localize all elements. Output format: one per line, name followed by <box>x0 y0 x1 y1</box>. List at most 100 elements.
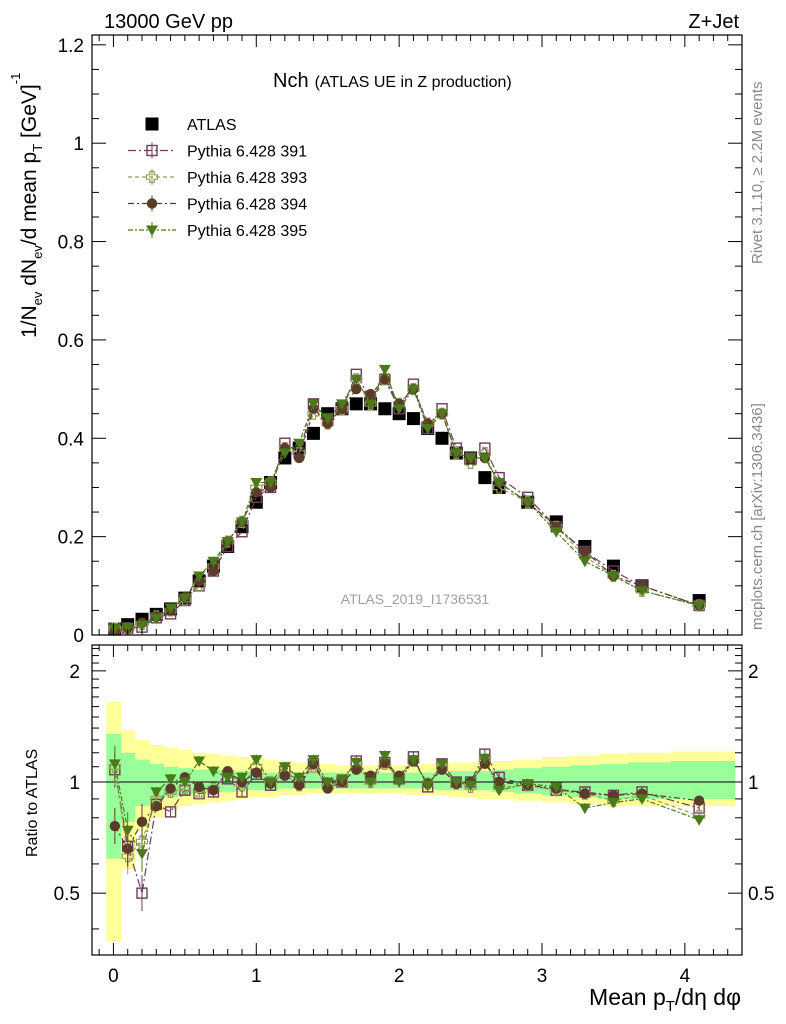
x-axis-label: Mean pT/dη dφ <box>589 984 741 1015</box>
x-label-part: T <box>666 998 675 1015</box>
main-y-tick-label: 1 <box>73 134 84 155</box>
main-line-pythia-6-428-394 <box>114 378 700 632</box>
x-label-part: Mean p <box>589 984 666 1010</box>
ratio-line-pythia-6-428-394 <box>114 760 700 850</box>
ratio-point-pythia-6-428-395 <box>136 849 148 860</box>
ratio-point-pythia-6-428-395 <box>407 755 420 766</box>
x-tick-label: 2 <box>394 966 405 987</box>
main-point-pythia-6-428-395 <box>207 556 220 568</box>
main-point-pythia-6-428-395 <box>307 399 320 410</box>
main-point-pythia-6-428-395 <box>421 423 434 435</box>
x-tick-label: 0 <box>108 966 119 987</box>
ratio-point-pythia-6-428-395 <box>493 785 506 797</box>
ratio-point-pythia-6-428-393 <box>135 835 149 848</box>
ratio-point-pythia-6-428-395 <box>607 798 620 809</box>
ratio-point-pythia-6-428-393 <box>178 782 191 795</box>
x-tick-label: 1 <box>251 966 262 987</box>
ratio-point-pythia-6-428-395 <box>307 755 320 766</box>
main-point-pythia-6-428-394 <box>293 452 305 464</box>
band-inner-bin <box>477 771 493 791</box>
ratio-point-pythia-6-428-395 <box>393 777 406 789</box>
main-point-pythia-6-428-395 <box>378 364 391 376</box>
main-point-pythia-6-428-395 <box>108 624 121 635</box>
ratio-y-tick-label-left: 0.5 <box>54 884 80 905</box>
main-point-pythia-6-428-395 <box>578 556 591 568</box>
main-point-pythia-6-428-395 <box>264 478 277 489</box>
main-point-pythia-6-428-395 <box>164 603 177 614</box>
main-y-tick-label: 0.4 <box>58 429 85 450</box>
ratio-y-tick-label-left: 2 <box>69 662 80 683</box>
ratio-line-pythia-6-428-395 <box>114 754 700 856</box>
main-point-pythia-6-428-394 <box>251 487 262 498</box>
main-y-label-part: dN <box>18 259 41 292</box>
main-point-pythia-6-428-395 <box>121 623 134 634</box>
main-point-pythia-6-428-395 <box>350 374 363 386</box>
main-point-pythia-6-428-395 <box>321 414 334 425</box>
main-point-pythia-6-428-395 <box>236 517 248 528</box>
ratio-point-pythia-6-428-395 <box>521 779 534 790</box>
main-point-pythia-6-428-394 <box>579 546 591 557</box>
main-point-pythia-6-428-395 <box>393 404 406 415</box>
ratio-point-pythia-6-428-395 <box>264 777 277 789</box>
ratio-point-pythia-6-428-394 <box>579 788 591 799</box>
ratio-point-pythia-6-428-395 <box>436 759 448 770</box>
ratio-point-pythia-6-428-395 <box>193 756 206 767</box>
main-point-pythia-6-428-395 <box>221 537 234 548</box>
main-point-pythia-6-428-395 <box>436 409 448 420</box>
main-y-label-part: 1/N <box>18 305 41 338</box>
legend-label-pythia-6-428-391: Pythia 6.428 391 <box>187 144 307 161</box>
legend-marker-pythia-6-428-394 <box>146 198 158 209</box>
band-inner-bin <box>377 772 393 789</box>
ratio-point-pythia-6-428-394 <box>208 785 219 796</box>
ratio-panel-frame <box>91 644 743 956</box>
ratio-y-axis-label: Ratio to ATLAS <box>24 749 41 857</box>
main-point-pythia-6-428-395 <box>478 453 491 464</box>
main-y-tick-label: 0.6 <box>58 331 84 352</box>
legend: ATLAS Pythia 6.428 391 Pythia 6.428 393 Pyt… <box>128 117 307 240</box>
ratio-point-pythia-6-428-395 <box>178 777 191 789</box>
band-inner-bin <box>406 772 422 789</box>
main-point-pythia-6-428-395 <box>493 478 506 489</box>
x-label-part: /dη dφ <box>675 984 741 1010</box>
ratio-point-pythia-6-428-394 <box>279 770 291 781</box>
axis-ticks: 0 1 2 3 4 0 0.2 0.4 0.6 0.8 1 1.2 0.5 0.5 1 1 2 2 <box>54 35 774 987</box>
ratio-point-pythia-6-428-395 <box>207 766 220 778</box>
ratio-point-pythia-6-428-394 <box>193 781 205 793</box>
ratio-point-pythia-6-428-395 <box>164 774 177 785</box>
main-y-tick-label: 0.8 <box>58 233 84 254</box>
plot-title: Nch (ATLAS UE in Z production) <box>273 70 512 92</box>
main-y-tick-label: 0 <box>73 626 84 647</box>
main-point-atlas <box>349 397 363 411</box>
band-inner-bin <box>627 762 672 799</box>
main-point-pythia-6-428-395 <box>250 478 263 489</box>
main-point-pythia-6-428-395 <box>550 527 563 538</box>
ratio-point-pythia-6-428-395 <box>293 772 306 784</box>
plot-title-main: Nch <box>273 70 309 92</box>
main-point-pythia-6-428-395 <box>636 586 648 597</box>
ratio-point-pythia-6-428-395 <box>478 753 491 765</box>
main-point-atlas <box>378 402 392 416</box>
ratio-point-pythia-6-428-395 <box>364 777 377 789</box>
main-y-tick-label: 0.2 <box>58 528 84 549</box>
main-point-pythia-6-428-395 <box>693 600 706 612</box>
legend-label-atlas: ATLAS <box>187 117 237 134</box>
ratio-point-pythia-6-428-395 <box>578 803 591 815</box>
main-point-pythia-6-428-395 <box>607 571 620 582</box>
legend-marker-pythia-6-428-391 <box>146 144 158 157</box>
main-point-pythia-6-428-395 <box>278 448 291 460</box>
energy-label: 13000 GeV pp <box>104 11 233 33</box>
main-y-label-part: [GeV] <box>18 84 41 144</box>
legend-label-pythia-6-428-393: Pythia 6.428 393 <box>187 170 307 187</box>
main-point-pythia-6-428-394 <box>365 388 376 400</box>
legend-marker-pythia-6-428-393 <box>145 170 159 184</box>
main-panel-frame <box>91 34 743 636</box>
ratio-point-pythia-6-428-391 <box>164 806 177 818</box>
ratio-point-pythia-6-428-395 <box>421 780 434 792</box>
ratio-point-pythia-6-428-395 <box>121 825 134 837</box>
rivet-version-label: Rivet 3.1.10, ≥ 2.2M events <box>749 82 766 265</box>
ratio-point-pythia-6-428-393 <box>121 849 134 863</box>
legend-marker-pythia-6-428-395 <box>146 225 158 236</box>
ratio-point-pythia-6-428-395 <box>636 794 648 805</box>
